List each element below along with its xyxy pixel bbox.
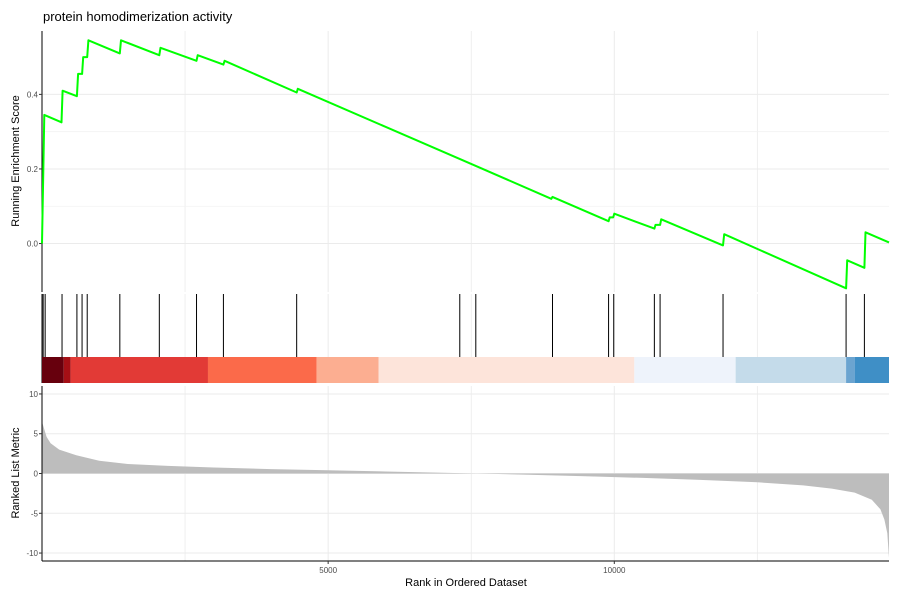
y-tick-label: 0.0 [27, 240, 39, 249]
y-tick-label: 0.2 [27, 165, 39, 174]
color-band [207, 357, 317, 383]
gene-hit-ticks [42, 294, 865, 357]
enrichment-score-line [41, 39, 890, 290]
color-band [63, 357, 71, 383]
ranked-metric-area [42, 421, 889, 558]
hits-grid [184, 294, 758, 357]
ranked-y-ticks: 10 5 0 -5 -10 [26, 390, 42, 558]
color-band [378, 357, 635, 383]
enrichment-score-panel: 0.0 0.2 0.4 Running Enrichment Score [10, 31, 890, 292]
y-tick-label: -5 [31, 509, 39, 518]
color-band [735, 357, 847, 383]
enrichment-grid [42, 31, 889, 292]
rank-color-bar [42, 357, 889, 383]
y-tick-label: -10 [26, 549, 38, 558]
color-band [316, 357, 379, 383]
y-tick-label: 5 [34, 430, 39, 439]
color-band [854, 357, 889, 383]
ranked-metric-panel: 10 5 0 -5 -10 5000 10000 Ranked List Metric R… [10, 386, 889, 589]
gene-hits-panel [41, 294, 889, 383]
enrichment-y-axis-title: Running Enrichment Score [10, 95, 22, 226]
x-ticks: 5000 10000 [319, 561, 626, 575]
chart-title: protein homodimerization activity [43, 9, 233, 24]
y-tick-label: 0 [34, 470, 39, 479]
x-tick-label: 5000 [319, 566, 337, 575]
color-band [70, 357, 208, 383]
x-tick-label: 10000 [603, 566, 626, 575]
enrichment-y-ticks: 0.0 0.2 0.4 [27, 90, 42, 249]
y-tick-label: 10 [29, 390, 38, 399]
color-band [846, 357, 855, 383]
x-axis-title: Rank in Ordered Dataset [405, 577, 527, 589]
color-band [42, 357, 64, 383]
ranked-y-axis-title: Ranked List Metric [10, 427, 22, 519]
y-tick-label: 0.4 [27, 90, 39, 99]
color-band [634, 357, 736, 383]
